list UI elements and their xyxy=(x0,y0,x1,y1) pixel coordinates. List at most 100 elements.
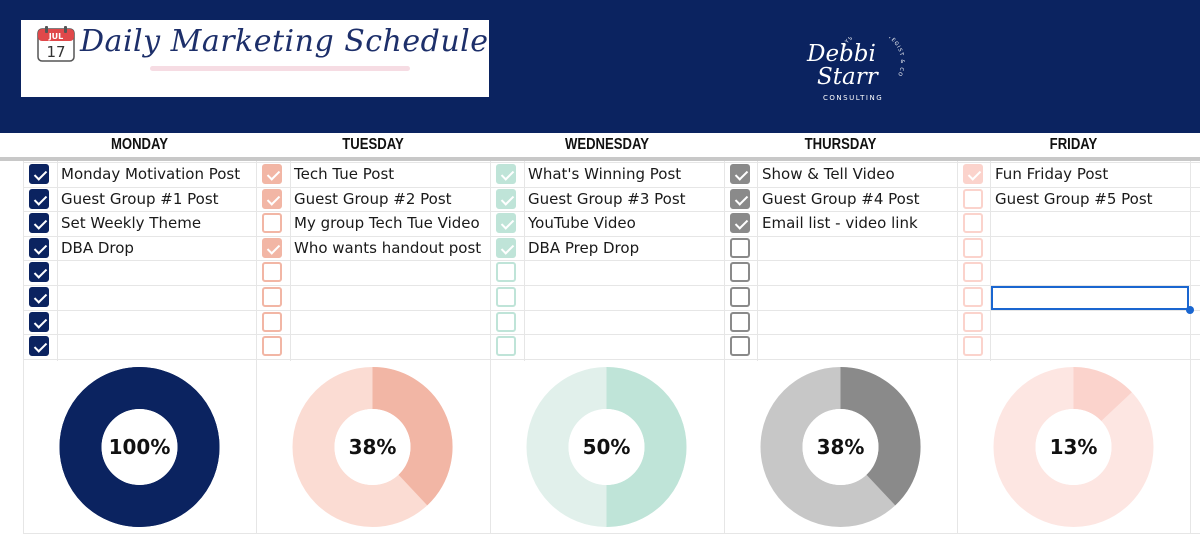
chart-col-line xyxy=(1190,357,1191,533)
donut-segment-complete xyxy=(59,367,220,527)
progress-donut-monday: 100% xyxy=(23,357,256,533)
task-checkbox[interactable] xyxy=(496,312,516,332)
progress-percent: 38% xyxy=(816,435,865,459)
day-headers: MONDAY TUESDAY WEDNESDAY THURSDAY FRIDAY xyxy=(0,133,1200,157)
donut-segment-complete xyxy=(605,367,687,527)
task-checkbox[interactable] xyxy=(29,262,49,282)
task-checkbox[interactable] xyxy=(730,238,750,258)
task-checkbox[interactable] xyxy=(730,336,750,356)
task-checkbox[interactable] xyxy=(29,336,49,356)
brand-arc: SYSTEMS STRATEGIST & COACH xyxy=(835,37,904,78)
task-checkbox[interactable] xyxy=(730,312,750,332)
task-text[interactable]: DBA Drop xyxy=(61,239,134,257)
task-text[interactable]: Email list - video link xyxy=(762,214,918,232)
chart-bottom-line xyxy=(23,533,1200,534)
chart-col-line xyxy=(256,357,257,533)
header-separator xyxy=(0,157,1200,161)
task-checkbox[interactable] xyxy=(496,189,516,209)
task-checkbox[interactable] xyxy=(29,287,49,307)
task-text[interactable]: Who wants handout post xyxy=(294,239,482,257)
donut-segment-complete xyxy=(371,367,453,506)
grid-col-line xyxy=(990,161,991,361)
donut-hole xyxy=(568,409,645,485)
task-text[interactable]: Guest Group #2 Post xyxy=(294,190,452,208)
day-header-thursday: THURSDAY xyxy=(804,136,877,153)
task-checkbox[interactable] xyxy=(262,262,282,282)
grid-row-line xyxy=(23,334,1200,335)
progress-percent: 13% xyxy=(1049,435,1098,459)
day-header-friday: FRIDAY xyxy=(1049,136,1098,153)
calendar-icon: JUL 17 xyxy=(37,26,75,62)
task-checkbox[interactable] xyxy=(496,262,516,282)
task-checkbox[interactable] xyxy=(963,287,983,307)
progress-percent: 38% xyxy=(348,435,397,459)
brand-subtitle: CONSULTING xyxy=(823,94,884,102)
task-checkbox[interactable] xyxy=(496,213,516,233)
task-checkbox[interactable] xyxy=(730,262,750,282)
task-text[interactable]: Fun Friday Post xyxy=(995,165,1109,183)
title-underline xyxy=(150,66,410,71)
donut-svg xyxy=(292,367,453,527)
task-text[interactable]: What's Winning Post xyxy=(528,165,682,183)
task-checkbox[interactable] xyxy=(29,213,49,233)
task-checkbox[interactable] xyxy=(730,287,750,307)
progress-percent: 50% xyxy=(582,435,631,459)
task-checkbox[interactable] xyxy=(496,164,516,184)
task-checkbox[interactable] xyxy=(496,238,516,258)
task-checkbox[interactable] xyxy=(29,312,49,332)
chart-col-line xyxy=(724,357,725,533)
progress-donut-wednesday: 50% xyxy=(490,357,723,533)
grid-col-line xyxy=(524,161,525,361)
donut-segment-complete xyxy=(839,367,921,506)
task-checkbox[interactable] xyxy=(29,164,49,184)
grid-row-line xyxy=(23,211,1200,212)
task-checkbox[interactable] xyxy=(262,164,282,184)
grid-col-line xyxy=(757,161,758,361)
task-checkbox[interactable] xyxy=(262,312,282,332)
grid-col-line xyxy=(256,161,257,361)
selected-cell[interactable] xyxy=(991,286,1189,310)
donut-hole xyxy=(1035,409,1112,485)
donut-svg xyxy=(760,367,921,527)
day-header-monday: MONDAY xyxy=(110,136,169,153)
task-checkbox[interactable] xyxy=(29,189,49,209)
task-checkbox[interactable] xyxy=(963,238,983,258)
task-text[interactable]: DBA Prep Drop xyxy=(528,239,640,257)
progress-donut-friday: 13% xyxy=(957,357,1190,533)
chart-col-line xyxy=(490,357,491,533)
task-text[interactable]: Guest Group #1 Post xyxy=(61,190,219,208)
task-text[interactable]: YouTube Video xyxy=(528,214,636,232)
task-text[interactable]: My group Tech Tue Video xyxy=(294,214,480,232)
donut-segment-complete xyxy=(1072,367,1132,422)
donut-svg xyxy=(993,367,1154,527)
task-text[interactable]: Tech Tue Post xyxy=(294,165,395,183)
task-checkbox[interactable] xyxy=(963,312,983,332)
selection-handle[interactable] xyxy=(1186,306,1194,314)
task-text[interactable]: Set Weekly Theme xyxy=(61,214,202,232)
donut-hole xyxy=(802,409,879,485)
task-checkbox[interactable] xyxy=(262,213,282,233)
donut-hole xyxy=(334,409,411,485)
title-banner xyxy=(21,20,489,97)
task-checkbox[interactable] xyxy=(963,213,983,233)
task-checkbox[interactable] xyxy=(963,262,983,282)
task-checkbox[interactable] xyxy=(262,287,282,307)
task-text[interactable]: Guest Group #4 Post xyxy=(762,190,920,208)
task-checkbox[interactable] xyxy=(262,336,282,356)
task-checkbox[interactable] xyxy=(262,238,282,258)
task-checkbox[interactable] xyxy=(730,164,750,184)
task-checkbox[interactable] xyxy=(963,164,983,184)
task-checkbox[interactable] xyxy=(496,287,516,307)
task-text[interactable]: Monday Motivation Post xyxy=(61,165,241,183)
task-text[interactable]: Guest Group #5 Post xyxy=(995,190,1153,208)
task-text[interactable]: Guest Group #3 Post xyxy=(528,190,686,208)
task-checkbox[interactable] xyxy=(963,336,983,356)
brand-logo: SYSTEMS STRATEGIST & COACH Debbi Starr C… xyxy=(805,35,905,111)
task-checkbox[interactable] xyxy=(262,189,282,209)
task-checkbox[interactable] xyxy=(730,213,750,233)
task-checkbox[interactable] xyxy=(730,189,750,209)
task-checkbox[interactable] xyxy=(496,336,516,356)
task-checkbox[interactable] xyxy=(29,238,49,258)
task-checkbox[interactable] xyxy=(963,189,983,209)
task-text[interactable]: Show & Tell Video xyxy=(762,165,895,183)
